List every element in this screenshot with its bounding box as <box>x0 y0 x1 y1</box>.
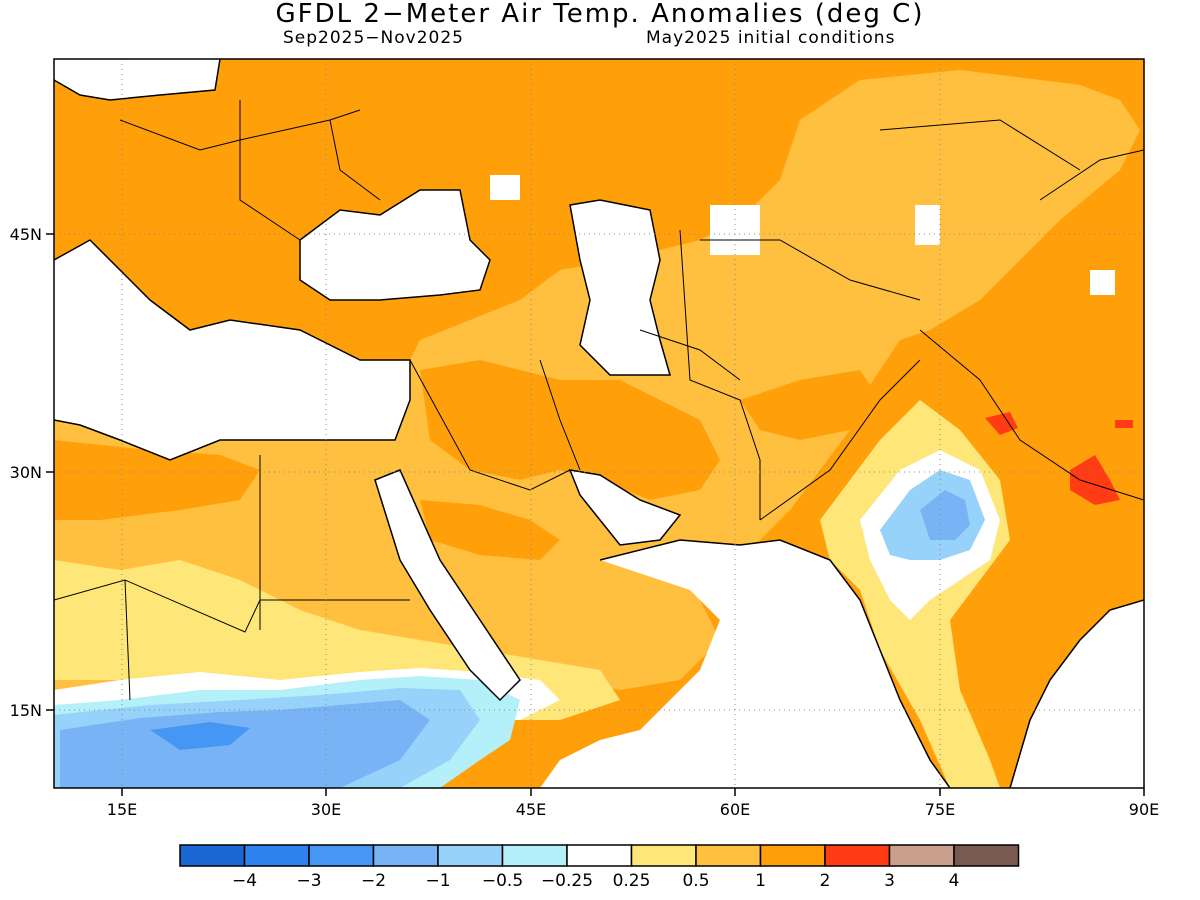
colorbar-label: −0.5 <box>482 871 523 891</box>
lat-label-15n: 15N <box>10 701 42 720</box>
longitude-labels: 15E 30E 45E 60E 75E 90E <box>107 800 1159 819</box>
colorbar-swatch <box>372 844 439 867</box>
black-sea <box>300 190 490 300</box>
red-sea <box>375 470 520 700</box>
colorbar-label: −3 <box>296 871 321 891</box>
colorbar-label: 2 <box>820 871 831 891</box>
colorbar-swatch <box>308 844 375 867</box>
colorbar-label: −1 <box>425 871 450 891</box>
lat-label-30n: 30N <box>10 463 42 482</box>
gridlines <box>54 59 1144 788</box>
map-frame <box>53 58 1145 789</box>
lon-label-45e: 45E <box>516 800 546 819</box>
colorbar: −4 −3 −2 −1 −0.5 −0.25 0.25 0.5 1 2 3 4 <box>179 844 1020 891</box>
colorbar-swatch <box>888 844 955 867</box>
colorbar-label: 0.25 <box>613 871 651 891</box>
colorbar-swatch <box>437 844 504 867</box>
forecast-period: Sep2025−Nov2025 <box>283 28 464 48</box>
anomaly-band-negative-sahel-core <box>60 700 430 788</box>
lake-region <box>1090 270 1115 295</box>
tick-marks <box>46 233 1145 796</box>
anomaly-band-2-to-3-kashmir <box>985 412 1018 435</box>
colorbar-label: 0.5 <box>682 871 709 891</box>
anomaly-field <box>54 59 1144 788</box>
colorbar-swatch <box>179 844 246 867</box>
latitude-labels: 45N 30N 15N <box>10 225 42 720</box>
colorbar-swatch <box>501 844 568 867</box>
anomaly-band-negative-sahel-strong <box>150 722 250 750</box>
colorbar-label: −2 <box>361 871 386 891</box>
country-borders <box>54 100 1144 701</box>
anomaly-band-negative-india-core <box>920 490 970 540</box>
bay-of-bengal <box>1010 600 1144 788</box>
arabian-sea <box>540 540 950 788</box>
lon-label-15e: 15E <box>107 800 137 819</box>
aral-region <box>490 175 520 200</box>
colorbar-swatch <box>566 844 633 867</box>
anomaly-band-2-to-3-tibet <box>1115 420 1133 428</box>
lon-label-60e: 60E <box>720 800 750 819</box>
colorbar-swatch <box>630 844 697 867</box>
lon-label-75e: 75E <box>925 800 955 819</box>
colorbar-label: 3 <box>884 871 895 891</box>
colorbar-label: −0.25 <box>541 871 593 891</box>
anomaly-band-1-to-2-afghanistan <box>740 370 880 440</box>
colorbar-swatch <box>824 844 891 867</box>
anomaly-band-1-to-2-sahara <box>54 440 260 520</box>
initial-conditions: May2025 initial conditions <box>646 28 896 48</box>
anomaly-band-1-to-2-arabia <box>420 500 560 560</box>
lake-balkhash <box>915 205 940 245</box>
colorbar-label: −4 <box>232 871 257 891</box>
persian-gulf <box>570 470 680 545</box>
lat-label-45n: 45N <box>10 225 42 244</box>
mediterranean-sea <box>54 240 410 460</box>
lon-label-90e: 90E <box>1129 800 1159 819</box>
colorbar-swatch <box>759 844 826 867</box>
colorbar-swatch <box>695 844 762 867</box>
anomaly-band-2-to-3-nepal <box>1070 455 1120 505</box>
anomaly-band-1-to-2-iran <box>420 360 720 500</box>
map-title: GFDL 2−Meter Air Temp. Anomalies (deg C) <box>275 0 925 29</box>
coastlines <box>54 59 1144 788</box>
colorbar-swatch <box>243 844 310 867</box>
colorbar-label: 1 <box>755 871 766 891</box>
lon-label-30e: 30E <box>311 800 341 819</box>
colorbar-label: 4 <box>949 871 960 891</box>
colorbar-swatch <box>953 844 1020 867</box>
north-atlantic-corner <box>54 59 220 100</box>
